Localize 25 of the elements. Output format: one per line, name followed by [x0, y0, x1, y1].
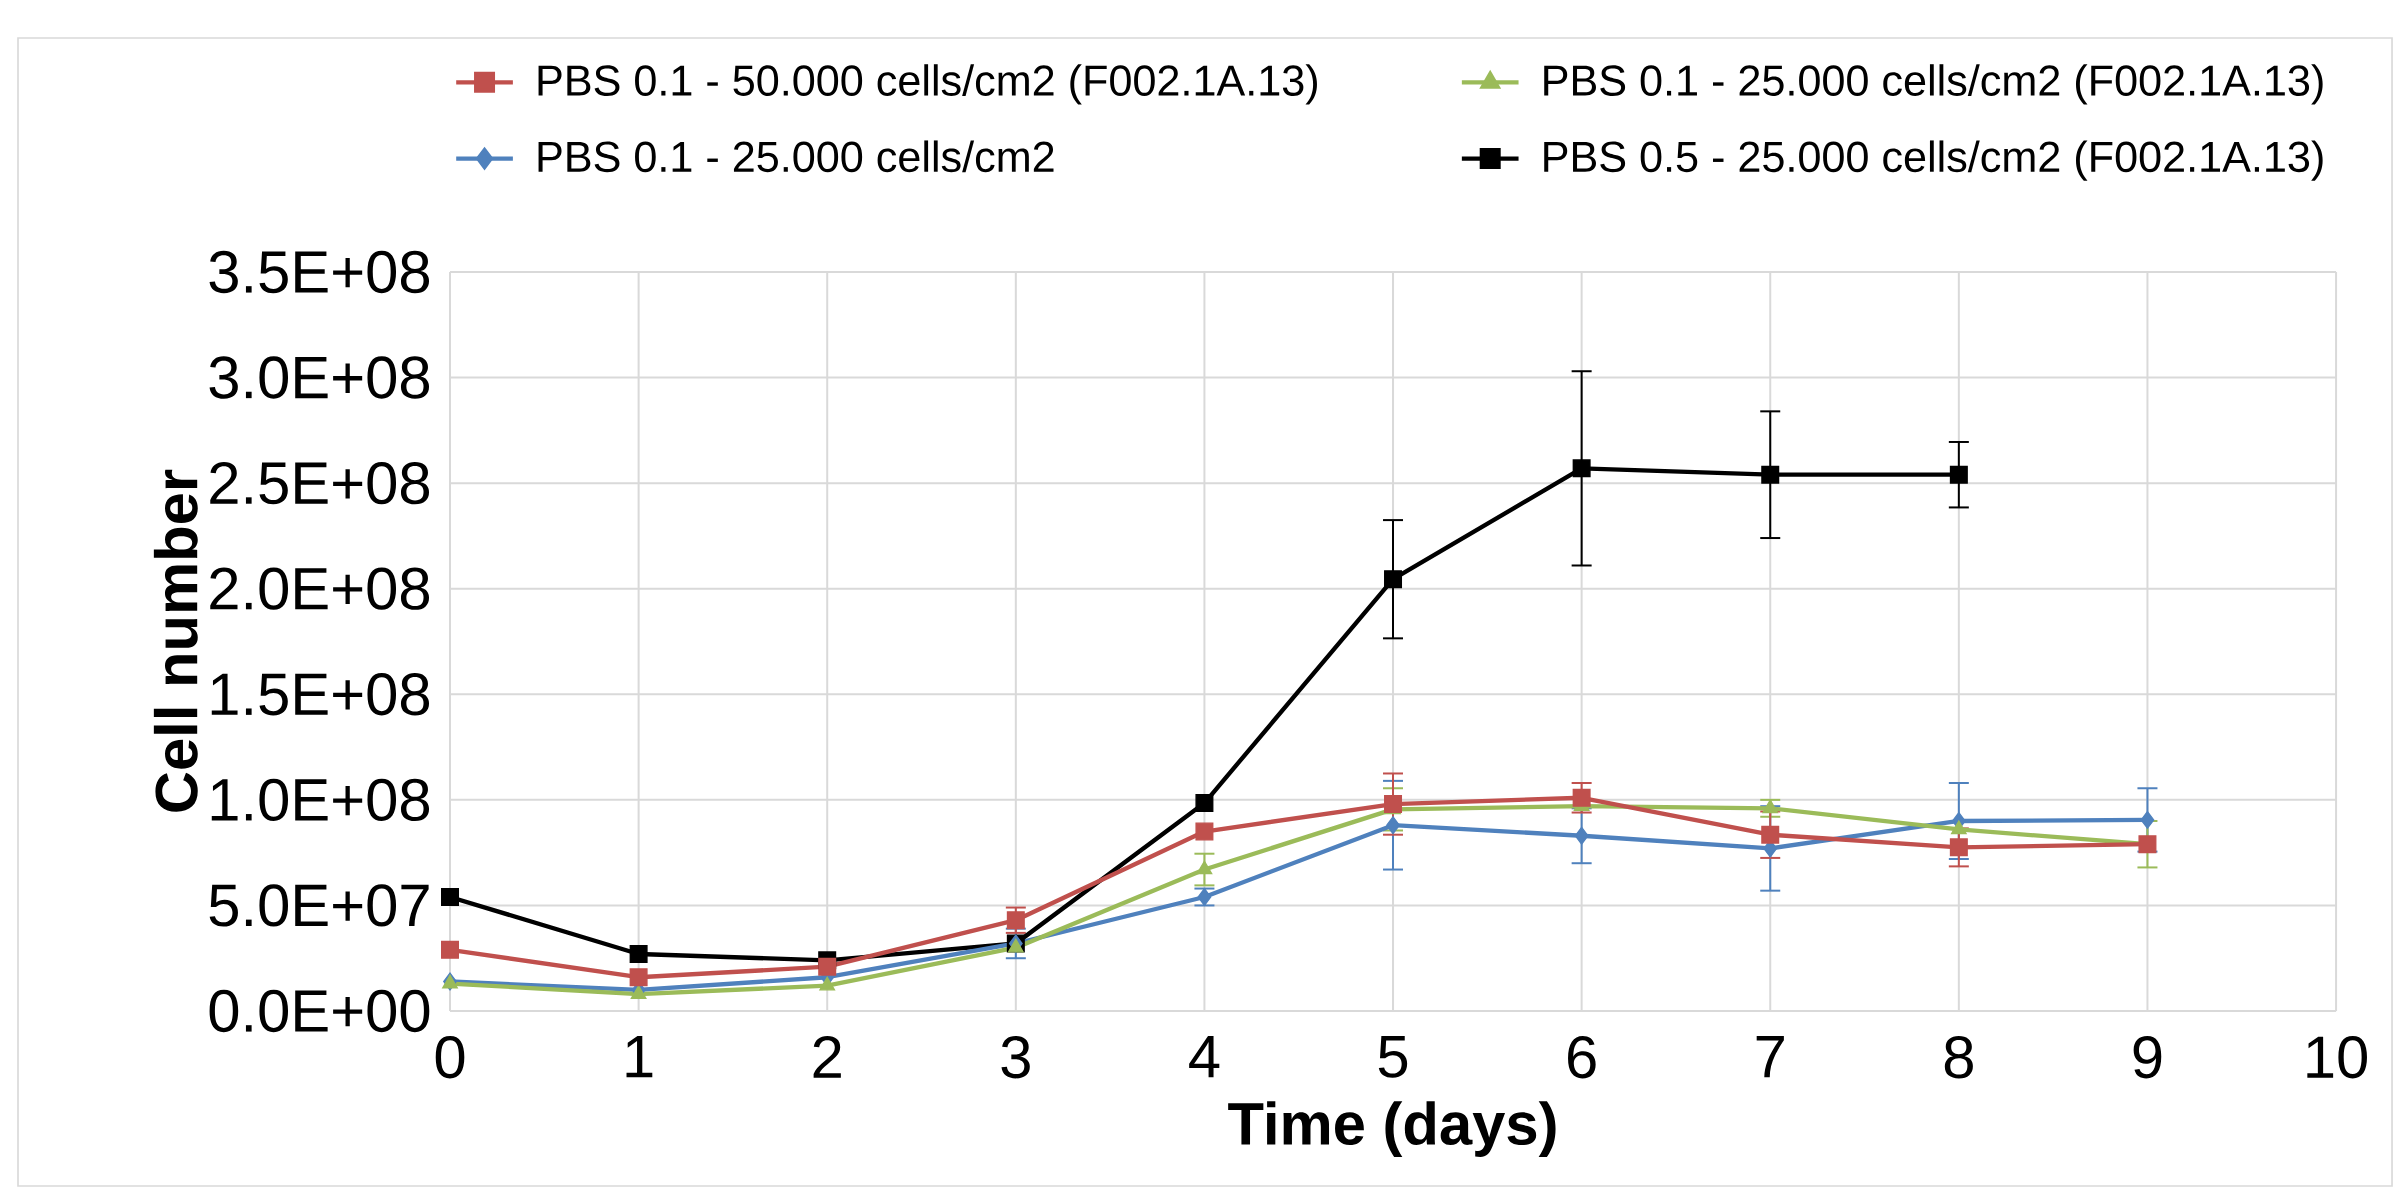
- legend-label: PBS 0.1 - 50.000 cells/cm2 (F002.1A.13): [538, 64, 1317, 105]
- y-tick-label: 0.0E+00: [209, 989, 430, 1033]
- y-tick-label: 1.5E+08: [211, 673, 430, 716]
- x-tick-label: 4: [1189, 1036, 1220, 1078]
- legend-label: PBS 0.1 - 25.000 cells/cm2: [538, 140, 1054, 173]
- legend-label: PBS 0.1 - 25.000 cells/cm2 (F002.1A.13): [1544, 64, 2323, 105]
- x-tick-label: 8: [1944, 1036, 1973, 1079]
- x-tick-label: 1: [626, 1036, 653, 1078]
- x-tick-label: 9: [2133, 1036, 2162, 1079]
- x-tick-label: 6: [1568, 1036, 1596, 1079]
- y-axis-title: Cell number: [153, 469, 198, 812]
- y-tick-label: 1.0E+08: [211, 778, 430, 822]
- x-tick-label: 5: [1378, 1036, 1408, 1078]
- y-tick-label: 2.0E+08: [210, 567, 430, 610]
- legend-label: PBS 0.5 - 25.000 cells/cm2 (F002.1A.13): [1544, 140, 2323, 181]
- x-tick-label: 7: [1756, 1036, 1784, 1078]
- x-tick-label: 0: [435, 1036, 465, 1079]
- y-tick-label: 3.0E+08: [209, 356, 430, 399]
- y-tick-label: 5.0E+07: [209, 884, 429, 927]
- x-tick-label: 10: [2307, 1036, 2367, 1079]
- y-tick-label: 2.5E+08: [210, 461, 430, 505]
- y-tick-label: 3.5E+08: [209, 250, 430, 294]
- x-tick-label: 3: [1001, 1036, 1030, 1079]
- x-axis-title: Time (days): [1228, 1101, 1556, 1157]
- x-tick-label: 2: [813, 1036, 841, 1078]
